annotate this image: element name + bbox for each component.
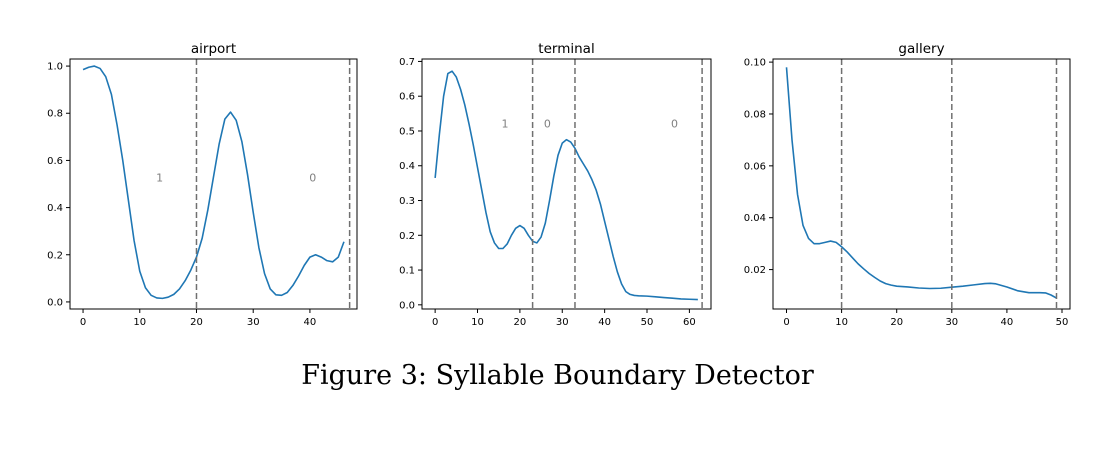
x-tick-label: 0 — [432, 317, 438, 328]
x-tick-label: 40 — [1001, 317, 1014, 328]
chart-panel-2: 0 10 20 30 40 50 600.00.10.20.30.40.50.60.7ter… — [399, 41, 712, 328]
x-tick-label: 10 — [471, 317, 484, 328]
x-tick-label: 50 — [641, 317, 654, 328]
y-tick-label: 0.4 — [47, 203, 63, 214]
axes-frame — [421, 58, 712, 310]
x-tick-label: 60 — [683, 317, 696, 328]
y-tick-label: 0.5 — [399, 126, 415, 137]
chart-title: terminal — [538, 41, 594, 57]
series-line — [785, 67, 1057, 299]
axes-frame — [69, 58, 358, 310]
y-tick-label: 0.0 — [47, 297, 63, 308]
y-tick-label: 0.02 — [744, 265, 766, 276]
x-tick-label: 30 — [247, 317, 260, 328]
y-tick-label: 0.6 — [399, 92, 415, 103]
y-tick-label: 0.08 — [744, 109, 766, 120]
chart-panel-3: 0 10 20 30 40 50 0.02 0.04 0.06 0.08 0.10 gallery — [744, 41, 1071, 328]
y-tick-label: 0.1 — [399, 266, 415, 277]
x-tick-label: 40 — [304, 317, 317, 328]
axes-frame — [772, 58, 1071, 310]
segment-label: 1 — [502, 117, 509, 130]
x-tick-label: 10 — [133, 317, 146, 328]
x-tick-label: 40 — [598, 317, 611, 328]
y-tick-label: 0.6 — [47, 156, 63, 167]
x-tick-label: 20 — [190, 317, 203, 328]
x-tick-label: 20 — [890, 317, 903, 328]
y-tick-label: 0.06 — [744, 161, 766, 172]
y-tick-label: 0.8 — [47, 109, 63, 120]
y-tick-label: 0.0 — [399, 300, 415, 311]
y-tick-label: 0.7 — [399, 57, 415, 68]
y-tick-label: 0.04 — [744, 213, 766, 224]
series-line — [82, 65, 345, 300]
x-tick-label: 0 — [80, 317, 86, 328]
segment-label: 0 — [544, 117, 551, 130]
y-tick-label: 0.10 — [744, 58, 766, 69]
y-tick-label: 0.2 — [399, 231, 415, 242]
segment-label: 1 — [156, 172, 163, 185]
chart-title: gallery — [898, 41, 944, 57]
segment-label: 0 — [309, 172, 316, 185]
y-tick-label: 0.2 — [47, 250, 63, 261]
y-tick-label: 0.4 — [399, 161, 415, 172]
y-tick-label: 1.0 — [47, 62, 63, 73]
y-tick-label: 0.3 — [399, 196, 415, 207]
x-tick-label: 30 — [945, 317, 958, 328]
x-tick-label: 20 — [514, 317, 527, 328]
chart-title: airport — [191, 41, 236, 57]
x-tick-label: 50 — [1056, 317, 1069, 328]
x-tick-label: 30 — [556, 317, 569, 328]
series-line — [434, 70, 698, 301]
x-tick-label: 10 — [835, 317, 848, 328]
x-tick-label: 0 — [783, 317, 789, 328]
segment-label: 0 — [671, 117, 678, 130]
figure-caption: Figure 3: Syllable Boundary Detector — [301, 360, 814, 391]
